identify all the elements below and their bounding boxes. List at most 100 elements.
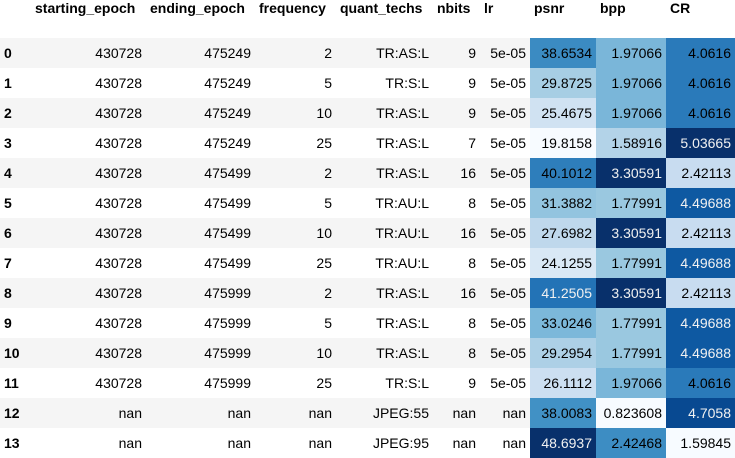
cell-psnr: 41.2505 — [530, 278, 596, 308]
column-header-nbits: nbits — [437, 0, 471, 16]
cell-cr: 4.7058 — [666, 398, 735, 428]
cell-cr: 4.49688 — [666, 308, 735, 338]
cell-nbits: 8 — [468, 195, 476, 211]
cell-bpp: 0.823608 — [596, 398, 666, 428]
cell-psnr: 24.1255 — [530, 248, 596, 278]
cell-nbits: nan — [433, 398, 480, 428]
row-index: 12 — [0, 398, 31, 428]
cell-frequency: 5 — [324, 75, 332, 91]
row-index: 10 — [0, 338, 31, 368]
row-index: 7 — [4, 255, 12, 271]
cell-nbits: 16 — [433, 158, 480, 188]
cell-bpp: 2.42468 — [596, 428, 666, 458]
cell-ending_epoch: 475999 — [204, 315, 251, 331]
table-row: 2 430728 475249 10 TR:AS:L 9 5e-05 25.4675 1.970… — [0, 98, 735, 128]
row-index: 8 — [0, 278, 31, 308]
table-row: 7 430728 475499 25 TR:AU:L 8 5e-05 24.1255 1.779… — [0, 248, 735, 278]
cell-psnr: 27.6982 — [530, 218, 596, 248]
cell-ending_epoch: 475999 — [146, 338, 255, 368]
cell-starting_epoch: 430728 — [31, 218, 146, 248]
cell-frequency: 5 — [324, 195, 332, 211]
cell-bpp: 1.77991 — [596, 308, 666, 338]
cell-bpp: 1.77991 — [596, 248, 666, 278]
cell-ending_epoch: 475499 — [204, 195, 251, 211]
cell-nbits: 9 — [468, 75, 476, 91]
cell-psnr: 29.2954 — [530, 338, 596, 368]
cell-cr: 4.49688 — [666, 188, 735, 218]
cell-lr: 5e-05 — [490, 255, 526, 271]
table-row: 12 nan nan nan JPEG:55 nan nan 38.0083 0.823608 4… — [0, 398, 735, 428]
cell-quant_techs: TR:AS:L — [376, 315, 429, 331]
column-header-psnr: psnr — [534, 0, 565, 16]
cell-ending_epoch: 475499 — [204, 255, 251, 271]
column-header-ending_epoch: ending_epoch — [150, 0, 245, 16]
cell-nbits: 16 — [433, 278, 480, 308]
table-row: 13 nan nan nan JPEG:95 nan nan 48.6937 2.42468 1.… — [0, 428, 735, 458]
table-row: 9 430728 475999 5 TR:AS:L 8 5e-05 33.0246 1.7799… — [0, 308, 735, 338]
cell-frequency: nan — [255, 398, 336, 428]
cell-bpp: 1.97066 — [596, 68, 666, 98]
cell-quant_techs: TR:AS:L — [336, 98, 433, 128]
cell-cr: 5.03665 — [666, 128, 735, 158]
cell-bpp: 1.97066 — [596, 38, 666, 68]
cell-psnr: 29.8725 — [530, 68, 596, 98]
row-index: 3 — [4, 135, 12, 151]
cell-quant_techs: TR:AU:L — [375, 195, 429, 211]
cell-ending_epoch: 475999 — [204, 375, 251, 391]
row-index: 11 — [4, 375, 19, 391]
cell-lr: 5e-05 — [480, 338, 530, 368]
cell-cr: 2.42113 — [666, 218, 735, 248]
cell-nbits: 16 — [433, 218, 480, 248]
cell-nbits: 7 — [468, 135, 476, 151]
cell-quant_techs: JPEG:95 — [372, 435, 429, 451]
cell-starting_epoch: 430728 — [95, 315, 142, 331]
cell-quant_techs: TR:AS:L — [336, 278, 433, 308]
cell-ending_epoch: 475249 — [146, 98, 255, 128]
cell-bpp: 3.30591 — [596, 278, 666, 308]
cell-bpp: 1.97066 — [596, 368, 666, 398]
cell-frequency: 5 — [324, 315, 332, 331]
cell-ending_epoch: nan — [146, 398, 255, 428]
cell-frequency: 2 — [255, 158, 336, 188]
cell-psnr: 38.0083 — [530, 398, 596, 428]
row-index: 9 — [4, 315, 12, 331]
cell-cr: 2.42113 — [666, 158, 735, 188]
cell-nbits: 8 — [468, 315, 476, 331]
table-body: 0 430728 475249 2 TR:AS:L 9 5e-05 38.6534 1.9706… — [0, 38, 735, 458]
table-row: 11 430728 475999 25 TR:S:L 9 5e-05 26.1112 1.970… — [0, 368, 735, 398]
cell-cr: 4.0616 — [666, 68, 735, 98]
cell-frequency: 25 — [316, 135, 332, 151]
cell-quant_techs: TR:AS:L — [336, 338, 433, 368]
column-header-cr: CR — [670, 0, 691, 16]
cell-cr: 4.49688 — [666, 248, 735, 278]
cell-starting_epoch: 430728 — [31, 338, 146, 368]
cell-cr: 4.0616 — [666, 38, 735, 68]
cell-frequency: 10 — [255, 98, 336, 128]
cell-nbits: 9 — [433, 98, 480, 128]
cell-nbits: 8 — [468, 255, 476, 271]
cell-bpp: 1.77991 — [596, 188, 666, 218]
cell-frequency: nan — [308, 435, 332, 451]
table-row: 5 430728 475499 5 TR:AU:L 8 5e-05 31.3882 1.7799… — [0, 188, 735, 218]
cell-psnr: 40.1012 — [530, 158, 596, 188]
row-index: 4 — [0, 158, 31, 188]
cell-frequency: 10 — [255, 338, 336, 368]
cell-starting_epoch: 430728 — [31, 38, 146, 68]
cell-psnr: 38.6534 — [530, 38, 596, 68]
cell-ending_epoch: 475999 — [146, 278, 255, 308]
cell-frequency: 25 — [316, 255, 332, 271]
cell-lr: 5e-05 — [480, 158, 530, 188]
cell-psnr: 33.0246 — [530, 308, 596, 338]
cell-bpp: 1.97066 — [596, 98, 666, 128]
cell-quant_techs: JPEG:55 — [336, 398, 433, 428]
cell-ending_epoch: 475249 — [204, 75, 251, 91]
cell-nbits: 9 — [468, 375, 476, 391]
cell-starting_epoch: 430728 — [31, 278, 146, 308]
cell-starting_epoch: 430728 — [31, 158, 146, 188]
cell-lr: 5e-05 — [490, 75, 526, 91]
cell-ending_epoch: 475499 — [146, 158, 255, 188]
cell-ending_epoch: 475499 — [146, 218, 255, 248]
table-row: 1 430728 475249 5 TR:S:L 9 5e-05 29.8725 1.97066… — [0, 68, 735, 98]
cell-nbits: nan — [452, 435, 476, 451]
